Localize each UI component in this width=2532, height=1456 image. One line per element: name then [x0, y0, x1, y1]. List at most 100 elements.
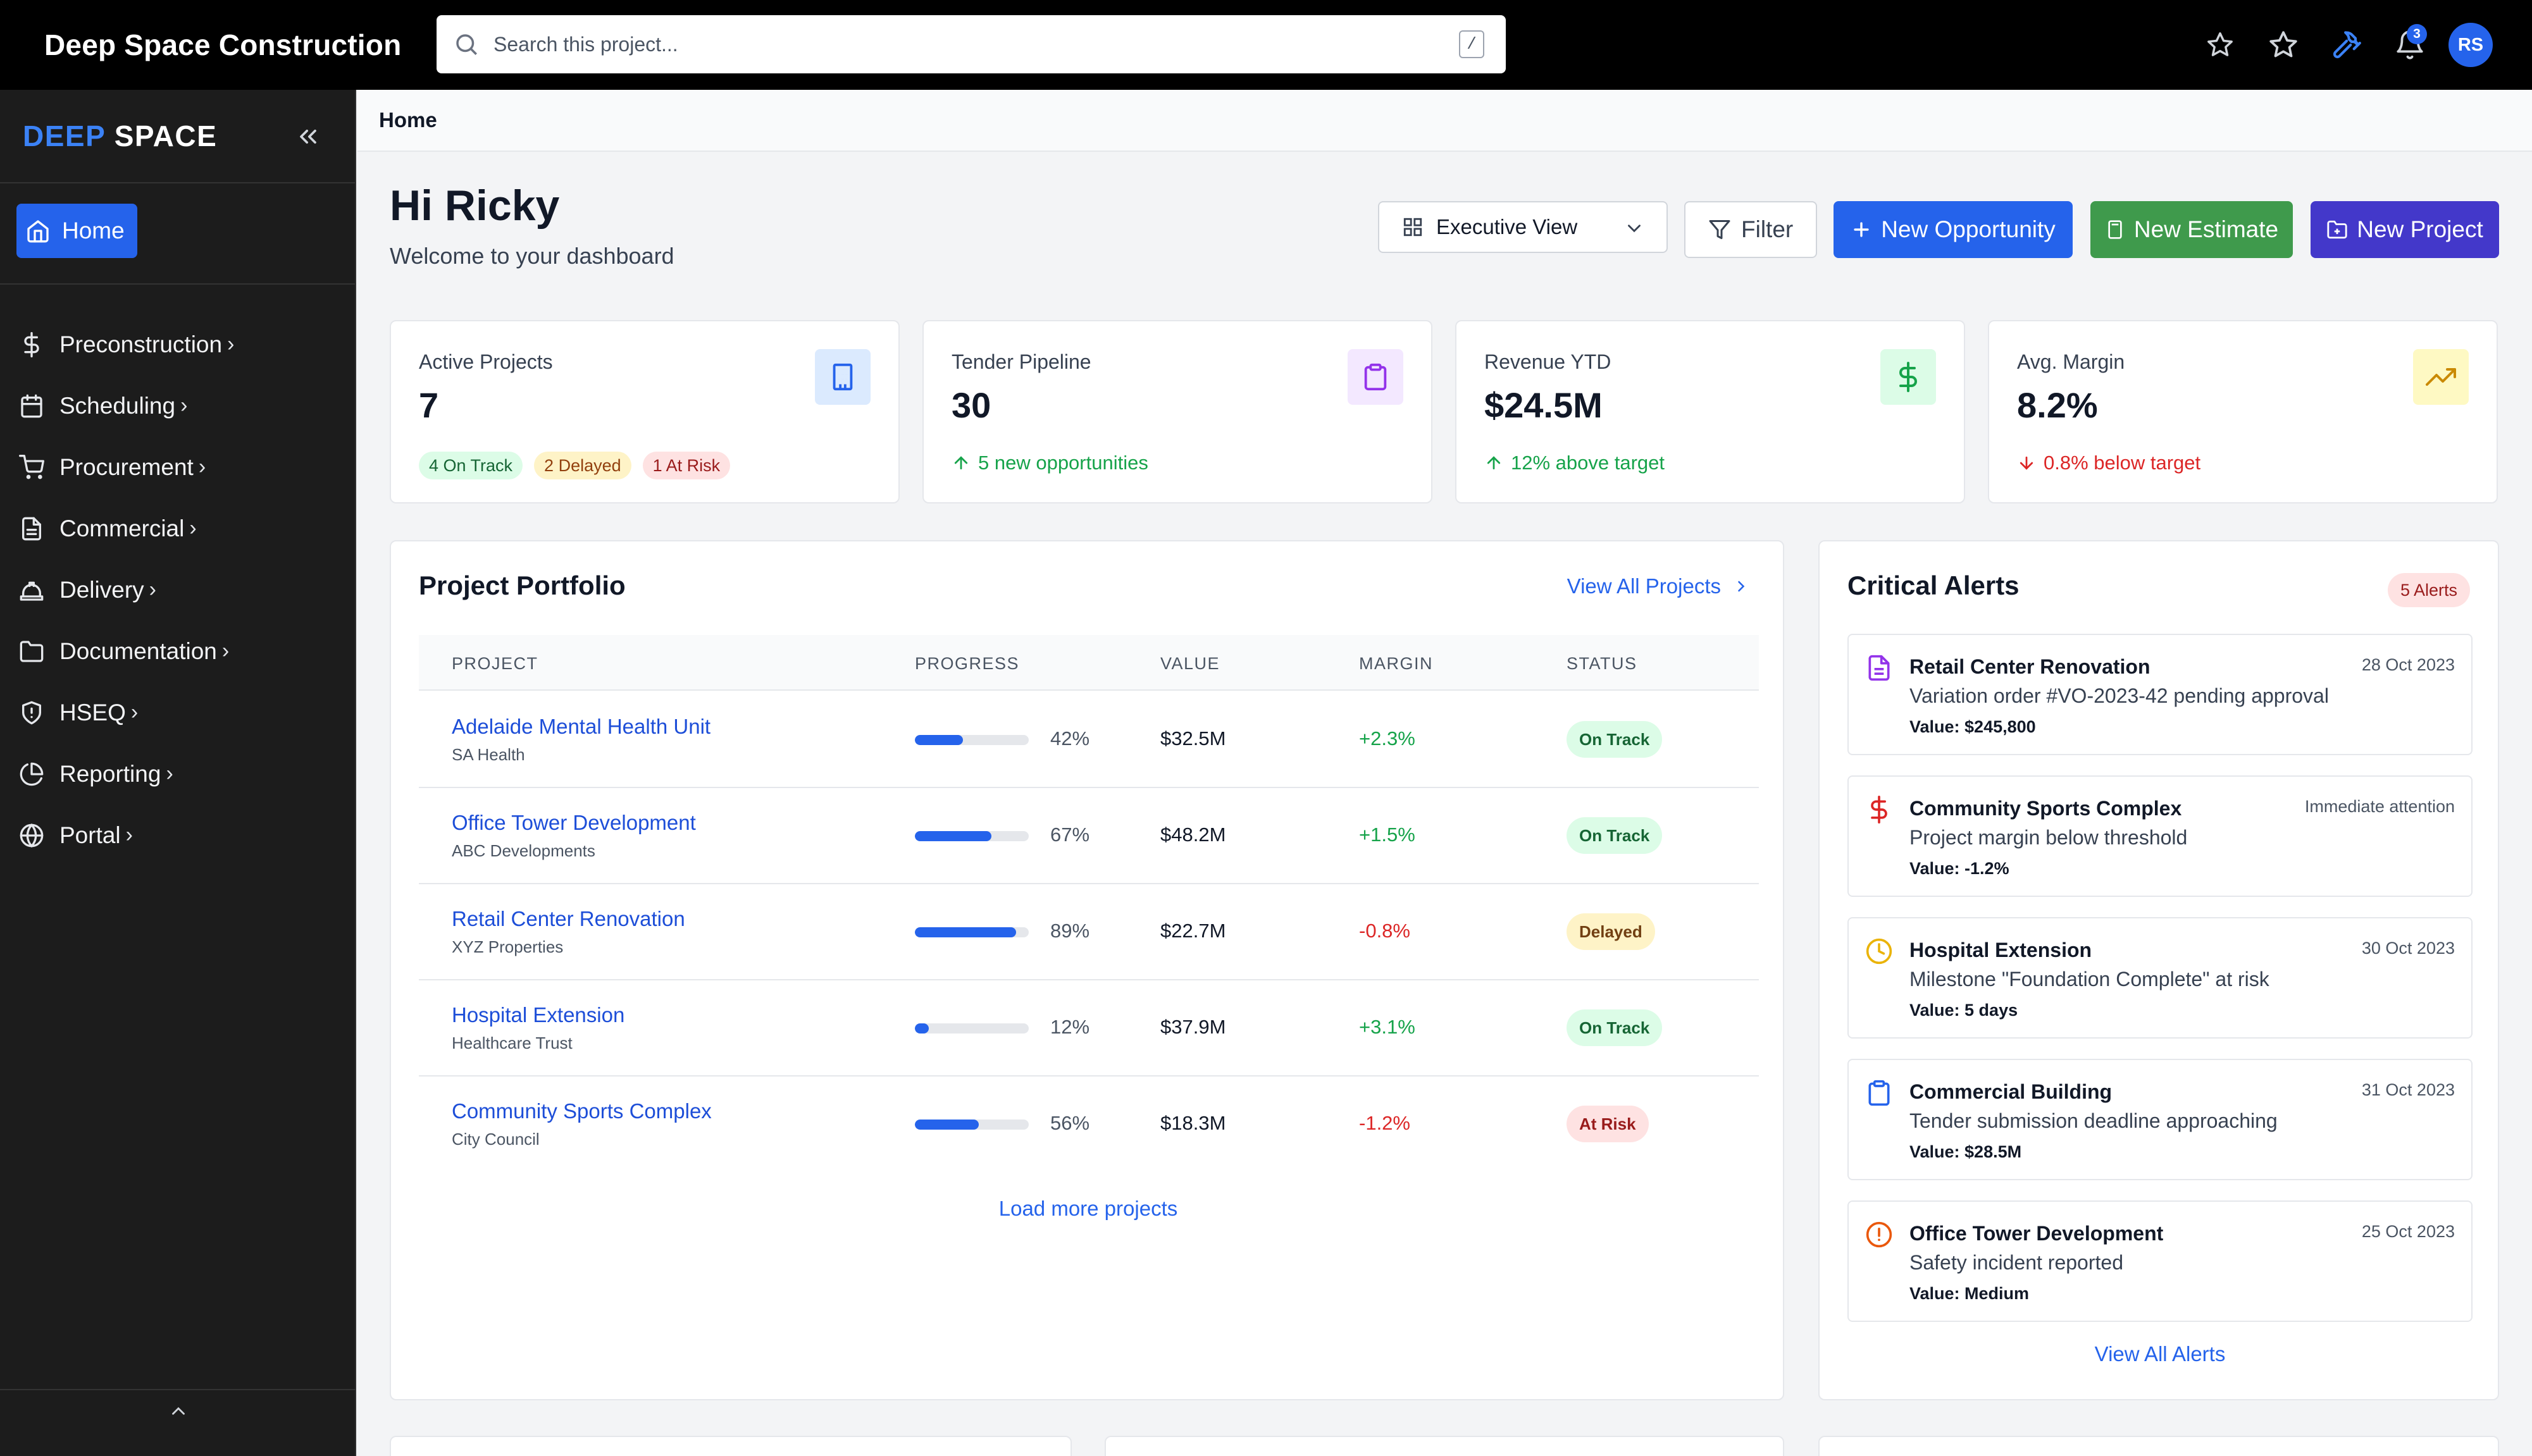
project-value: $32.5M: [1160, 727, 1226, 750]
alert-item[interactable]: Retail Center Renovation 28 Oct 2023 Var…: [1847, 634, 2473, 755]
brand-deep: DEEP: [23, 120, 106, 152]
load-more-projects-link[interactable]: Load more projects: [998, 1197, 1178, 1220]
alert-message: Variation order #VO-2023-42 pending appr…: [1909, 684, 2329, 707]
progress-bar: [915, 927, 1029, 937]
table-row[interactable]: Office Tower Development ABC Development…: [419, 788, 1759, 884]
progress-bar: [915, 735, 1029, 745]
view-all-projects-label: View All Projects: [1567, 574, 1721, 598]
filter-button[interactable]: Filter: [1684, 201, 1817, 258]
chevron-up-icon[interactable]: [168, 1400, 189, 1422]
project-client: Healthcare Trust: [452, 1033, 573, 1052]
sidebar-item-home[interactable]: Home: [16, 204, 137, 258]
folder-icon: [20, 640, 44, 662]
stat-card-avg-margin[interactable]: Avg. Margin 8.2% 0.8% below target: [1988, 320, 2498, 503]
project-name-link[interactable]: Adelaide Mental Health Unit: [452, 715, 711, 738]
new-estimate-button[interactable]: New Estimate: [2090, 201, 2293, 258]
project-name-link[interactable]: Hospital Extension: [452, 1003, 625, 1027]
sidebar-item-reporting[interactable]: Reporting ›: [0, 743, 355, 805]
alert-circle-icon: [1866, 1221, 1892, 1248]
alert-message: Project margin below threshold: [1909, 826, 2188, 849]
view-all-projects-link[interactable]: View All Projects: [1567, 574, 1750, 598]
new-opportunity-button[interactable]: New Opportunity: [1834, 201, 2073, 258]
project-name-link[interactable]: Retail Center Renovation: [452, 907, 685, 930]
bookmark-star-icon[interactable]: [2264, 25, 2303, 65]
favorites-star-icon[interactable]: [2200, 25, 2240, 65]
search-input[interactable]: [493, 32, 1417, 56]
progress-bar: [915, 1120, 1029, 1130]
stat-trend-text: 0.8% below target: [2044, 452, 2201, 474]
view-select[interactable]: Executive View: [1378, 201, 1668, 253]
sidebar-item-label: Delivery: [59, 576, 144, 603]
column-header: MARGIN: [1359, 654, 1433, 673]
brand-logo[interactable]: DEEP SPACE: [23, 119, 217, 153]
project-name-link[interactable]: Community Sports Complex: [452, 1099, 712, 1123]
home-section: Home: [0, 183, 355, 285]
page-title: Hi Ricky: [390, 182, 560, 230]
alert-title: Commercial Building: [1909, 1080, 2113, 1103]
status-badge: On Track: [1567, 1009, 1663, 1046]
app-title[interactable]: Deep Space Construction: [44, 28, 402, 61]
alert-item[interactable]: Office Tower Development 25 Oct 2023 Saf…: [1847, 1200, 2473, 1322]
progress-percent: 67%: [1050, 824, 1090, 846]
sidebar-item-label: HSEQ: [59, 699, 126, 725]
sidebar-item-label: Documentation: [59, 638, 217, 664]
alert-value: Value: $245,800: [1909, 717, 2036, 736]
project-name-link[interactable]: Office Tower Development: [452, 811, 696, 834]
search-box[interactable]: /: [437, 15, 1506, 73]
column-header: VALUE: [1160, 654, 1220, 673]
stat-card-active-projects[interactable]: Active Projects 7 4 On Track 2 Delayed 1…: [390, 320, 900, 503]
project-margin: +1.5%: [1359, 824, 1415, 846]
status-badge: 2 Delayed: [534, 452, 631, 479]
sidebar-item-label: Reporting: [59, 760, 161, 787]
table-row[interactable]: Retail Center Renovation XYZ Properties …: [419, 884, 1759, 980]
hammer-icon[interactable]: [2327, 25, 2366, 65]
progress-fill: [915, 1120, 979, 1130]
sidebar-brand: DEEP SPACE: [0, 90, 355, 183]
document-icon: [22, 517, 41, 540]
stat-card-revenue-ytd[interactable]: Revenue YTD $24.5M 12% above target: [1455, 320, 1965, 503]
breadcrumb-home[interactable]: Home: [379, 108, 437, 132]
home-icon: [27, 220, 49, 243]
view-all-alerts-link[interactable]: View All Alerts: [2094, 1342, 2226, 1366]
alert-item[interactable]: Hospital Extension 30 Oct 2023 Milestone…: [1847, 917, 2473, 1039]
collapse-sidebar-icon[interactable]: [294, 123, 322, 151]
alert-value: Value: -1.2%: [1909, 859, 2009, 878]
arrow-up-icon: [954, 456, 968, 470]
table-row[interactable]: Hospital Extension Healthcare Trust 12% …: [419, 980, 1759, 1077]
sidebar-item-documentation[interactable]: Documentation ›: [0, 620, 355, 682]
notifications-bell-icon[interactable]: 3: [2390, 24, 2430, 65]
sidebar-item-hseq[interactable]: HSEQ ›: [0, 682, 355, 743]
chevron-down-icon: [1628, 225, 1641, 233]
sidebar-item-preconstruction[interactable]: Preconstruction ›: [0, 314, 355, 375]
project-value: $22.7M: [1160, 920, 1226, 942]
table-row[interactable]: Community Sports Complex City Council 56…: [419, 1077, 1759, 1173]
stat-label: Tender Pipeline: [952, 350, 1091, 373]
project-value: $18.3M: [1160, 1112, 1226, 1134]
sidebar-item-scheduling[interactable]: Scheduling ›: [0, 375, 355, 436]
sidebar-item-portal[interactable]: Portal ›: [0, 805, 355, 866]
sidebar-item-procurement[interactable]: Procurement ›: [0, 436, 355, 498]
cart-icon: [19, 454, 44, 479]
lower-card: [390, 1436, 1072, 1456]
plus-icon: [1854, 222, 1869, 237]
progress-percent: 89%: [1050, 920, 1090, 942]
pie-chart-icon: [20, 762, 44, 786]
trending-up-icon: [2413, 349, 2469, 405]
sidebar-item-label: Portal: [59, 822, 121, 848]
sidebar-item-commercial[interactable]: Commercial ›: [0, 498, 355, 559]
user-avatar[interactable]: RS: [2448, 23, 2493, 67]
dollar-icon: [1871, 796, 1887, 824]
hardhat-icon: [20, 581, 44, 601]
stat-card-tender-pipeline[interactable]: Tender Pipeline 30 5 new opportunities: [922, 320, 1432, 503]
new-project-button[interactable]: New Project: [2311, 201, 2499, 258]
alert-date: 30 Oct 2023: [2361, 939, 2455, 958]
sidebar-item-label: Scheduling: [59, 392, 176, 419]
chevron-right-icon: ›: [125, 823, 133, 847]
stat-value: 7: [419, 385, 439, 425]
alert-item[interactable]: Community Sports Complex Immediate atten…: [1847, 775, 2473, 897]
building-icon: [815, 349, 871, 405]
alert-item[interactable]: Commercial Building 31 Oct 2023 Tender s…: [1847, 1059, 2473, 1180]
chevron-right-icon: ›: [221, 639, 230, 663]
table-row[interactable]: Adelaide Mental Health Unit SA Health 42…: [419, 692, 1759, 788]
sidebar-item-delivery[interactable]: Delivery ›: [0, 559, 355, 620]
